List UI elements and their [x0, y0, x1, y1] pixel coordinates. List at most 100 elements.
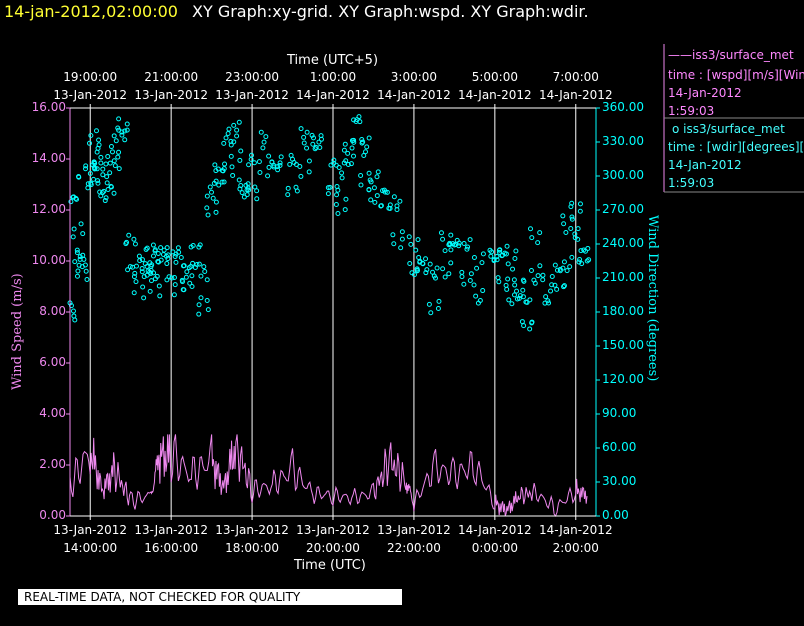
- wdir-point: [213, 199, 219, 205]
- wdir-point: [459, 274, 465, 280]
- wdir-point: [76, 262, 82, 268]
- wdir-point: [575, 226, 581, 232]
- wdir-point: [115, 154, 121, 160]
- bottom-tick-label: 22:00:00: [386, 541, 441, 555]
- top-tick-label: 14-Jan-2012: [296, 88, 370, 102]
- wdir-point: [529, 235, 535, 241]
- wdir-point: [157, 293, 163, 299]
- wdir-point: [277, 160, 283, 166]
- bottom-tick-label: 13-Jan-2012: [215, 523, 289, 537]
- wdir-point: [88, 182, 94, 188]
- wdir-point: [171, 274, 177, 280]
- wdir-point: [95, 180, 101, 186]
- wdir-point: [535, 273, 541, 279]
- wdir-point: [342, 141, 348, 147]
- wdir-point: [123, 241, 129, 247]
- wdir-point: [246, 162, 252, 168]
- bottom-tick-label: 13-Jan-2012: [134, 523, 208, 537]
- y-right-tick-label: 150.00: [602, 338, 644, 352]
- wdir-point: [164, 245, 170, 251]
- wdir-point: [461, 241, 467, 247]
- wdir-point: [116, 149, 122, 155]
- wdir-point: [336, 165, 342, 171]
- wdir-point: [572, 231, 578, 237]
- wdir-point: [164, 253, 170, 259]
- wdir-point: [504, 243, 510, 249]
- wdir-point: [166, 274, 172, 280]
- wdir-point: [327, 184, 333, 190]
- wdir-point: [442, 248, 448, 254]
- wdir-point: [366, 135, 372, 141]
- wdir-point: [125, 267, 131, 273]
- top-tick-label: 23:00:00: [225, 70, 280, 84]
- wdir-point: [506, 297, 512, 303]
- legend-wspd-time: 1:59:03: [668, 104, 715, 118]
- wdir-point: [105, 186, 111, 192]
- wdir-point: [358, 173, 364, 179]
- wdir-point: [342, 207, 348, 213]
- wdir-point: [423, 256, 429, 262]
- wdir-point: [285, 192, 291, 198]
- wdir-point: [521, 278, 527, 284]
- wdir-point: [438, 230, 444, 236]
- wdir-point: [520, 287, 526, 293]
- header-time: 14-jan-2012,02:00:00: [4, 2, 178, 21]
- wdir-point: [351, 153, 357, 159]
- wdir-point: [413, 247, 419, 253]
- wdir-point: [535, 240, 541, 246]
- wdir-point: [207, 184, 213, 190]
- wdir-point: [548, 288, 554, 294]
- wdir-point: [210, 195, 216, 201]
- wdir-point: [122, 128, 128, 134]
- wdir-point: [68, 199, 74, 205]
- wdir-point: [136, 253, 142, 259]
- wdir-point: [569, 216, 575, 222]
- wdir-point: [510, 266, 516, 272]
- wdir-point: [131, 236, 137, 242]
- wdir-point: [248, 156, 254, 162]
- wdir-point: [468, 271, 474, 277]
- wdir-point: [297, 163, 303, 169]
- top-tick-label: 1:00:00: [309, 70, 357, 84]
- wdir-point: [111, 190, 117, 196]
- wdir-point: [581, 247, 587, 253]
- wdir-point: [432, 275, 438, 281]
- wdir-point: [477, 298, 483, 304]
- wdir-point: [205, 212, 211, 218]
- wdir-point: [554, 286, 560, 292]
- wdir-point: [374, 193, 380, 199]
- wdir-point: [409, 270, 415, 276]
- wdir-point: [543, 294, 549, 300]
- wdir-point: [278, 154, 284, 160]
- wdir-point: [80, 231, 86, 237]
- wdir-point: [417, 259, 423, 265]
- bottom-tick-label: 18:00:00: [225, 541, 280, 555]
- wdir-point: [109, 149, 115, 155]
- wdir-point: [554, 267, 560, 273]
- top-tick-label: 7:00:00: [552, 70, 599, 84]
- wdir-point: [454, 237, 460, 243]
- wdir-point: [184, 269, 190, 275]
- wdir-point: [391, 194, 397, 200]
- wdir-point: [204, 277, 210, 283]
- wdir-point: [494, 254, 500, 260]
- wdir-point: [139, 266, 145, 272]
- wdir-point: [375, 169, 381, 175]
- wdir-point: [249, 152, 255, 158]
- wdir-point: [258, 129, 264, 135]
- wdir-point: [358, 182, 364, 188]
- wdir-point: [465, 244, 471, 250]
- wdir-point: [221, 179, 227, 185]
- wdir-point: [545, 298, 551, 304]
- wdir-point: [231, 122, 237, 128]
- wdir-point: [424, 267, 430, 273]
- wdir-point: [180, 287, 186, 293]
- wdir-point: [345, 150, 351, 156]
- wdir-point: [74, 250, 80, 256]
- wdir-point: [198, 273, 204, 279]
- wdir-point: [68, 303, 74, 309]
- top-axis-label: Time (UTC+5): [287, 53, 379, 68]
- wdir-point: [93, 128, 99, 134]
- wdir-point: [561, 283, 567, 289]
- wdir-point: [448, 247, 454, 253]
